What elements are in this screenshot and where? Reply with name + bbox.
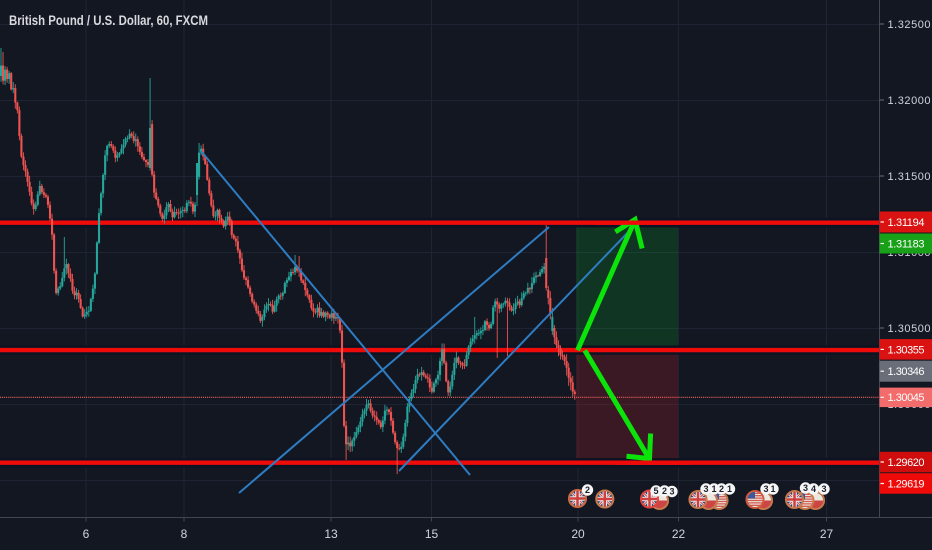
svg-text:4: 4 — [811, 484, 816, 494]
svg-text:3: 3 — [763, 484, 768, 494]
svg-text:3: 3 — [803, 483, 808, 493]
svg-text:8: 8 — [181, 527, 188, 541]
svg-text:3: 3 — [821, 484, 826, 494]
svg-text:13: 13 — [324, 527, 338, 541]
svg-text:5: 5 — [653, 486, 658, 496]
svg-text:1.29620: 1.29620 — [888, 457, 925, 469]
svg-text:1: 1 — [770, 484, 775, 494]
svg-text:20: 20 — [571, 527, 585, 541]
svg-text:1: 1 — [727, 484, 732, 494]
svg-text:1: 1 — [711, 484, 716, 494]
svg-text:2: 2 — [662, 486, 667, 496]
svg-text:3: 3 — [669, 487, 674, 497]
svg-text:1.29619: 1.29619 — [888, 478, 925, 490]
svg-text:1.31500: 1.31500 — [888, 171, 931, 183]
svg-text:6: 6 — [83, 527, 90, 541]
svg-text:1.30346: 1.30346 — [888, 366, 925, 378]
svg-text:1.30500: 1.30500 — [888, 323, 931, 335]
svg-text:2: 2 — [585, 485, 590, 495]
svg-text:1.30045: 1.30045 — [888, 392, 925, 404]
svg-text:1.30355: 1.30355 — [888, 344, 925, 356]
svg-text:1.32500: 1.32500 — [888, 19, 931, 31]
svg-text:1.31183: 1.31183 — [888, 238, 925, 250]
svg-text:3: 3 — [703, 484, 708, 494]
svg-text:15: 15 — [425, 527, 439, 541]
svg-text:2: 2 — [719, 484, 724, 494]
svg-text:1.31194: 1.31194 — [888, 217, 925, 229]
svg-text:22: 22 — [672, 527, 686, 541]
svg-text:British Pound / U.S. Dollar, 6: British Pound / U.S. Dollar, 60, FXCM — [9, 13, 208, 28]
svg-text:27: 27 — [820, 527, 834, 541]
svg-text:1.32000: 1.32000 — [888, 95, 931, 107]
